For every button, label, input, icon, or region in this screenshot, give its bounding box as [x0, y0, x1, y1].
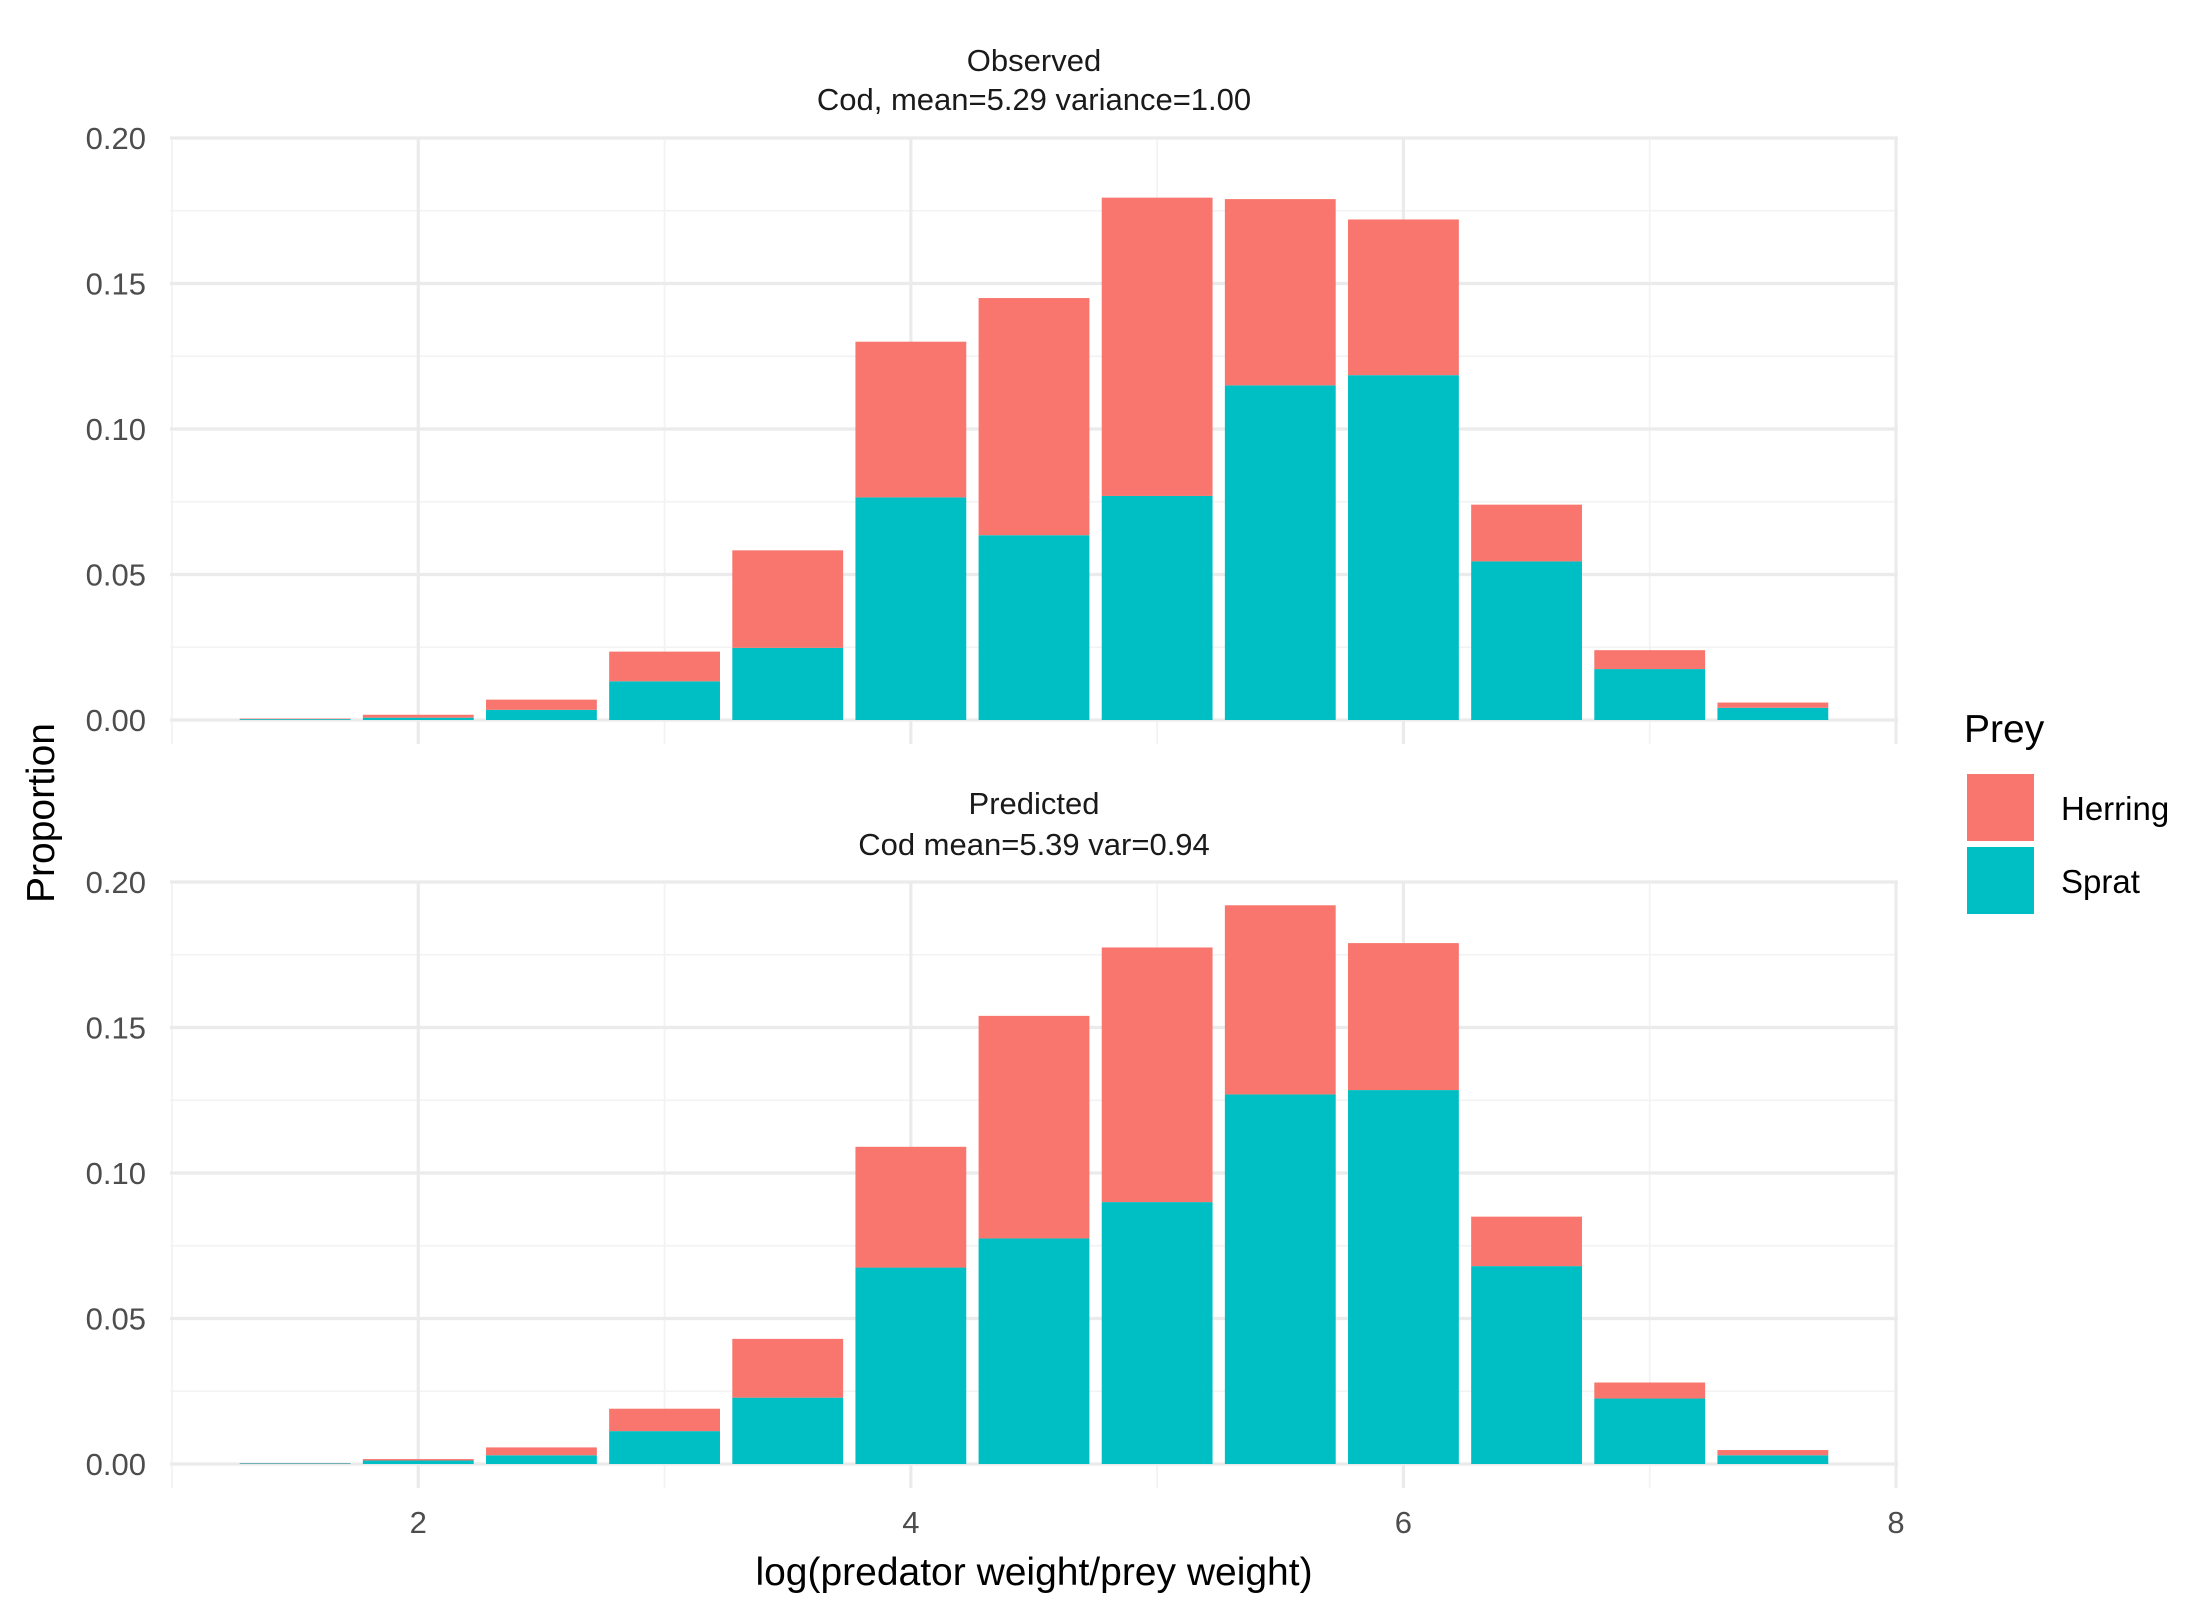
- bar-sprat: [239, 719, 351, 720]
- bar-sprat: [1101, 1202, 1213, 1464]
- bar-sprat: [978, 1238, 1090, 1464]
- panel-title-observed-line2: Cod, mean=5.29 variance=1.00: [817, 82, 1251, 117]
- y-tick-label: 0.20: [86, 121, 146, 156]
- bar-sprat: [855, 497, 967, 720]
- legend-swatch-sprat: [1967, 847, 2034, 914]
- bar-sprat: [978, 535, 1090, 720]
- x-tick-labels: 2 4 6 8: [410, 1505, 1905, 1540]
- bar-sprat: [1471, 561, 1582, 720]
- legend-label-sprat: Sprat: [2061, 863, 2140, 900]
- legend-swatch-herring: [1967, 774, 2034, 841]
- bar-sprat: [1348, 375, 1459, 720]
- bar-herring: [239, 718, 351, 720]
- bar-herring: [1471, 1216, 1582, 1267]
- bar-sprat: [1471, 1266, 1582, 1464]
- y-tick-labels-predicted: 0.00 0.05 0.10 0.15 0.20: [86, 865, 146, 1482]
- bar-herring: [609, 651, 720, 682]
- y-tick-label: 0.00: [86, 703, 146, 738]
- y-tick-labels-observed: 0.00 0.05 0.10 0.15 0.20: [86, 121, 146, 738]
- bar-herring: [609, 1408, 720, 1432]
- y-tick-label: 0.05: [86, 1302, 146, 1337]
- bar-herring: [978, 1015, 1090, 1239]
- panel-title-predicted-line2: Cod mean=5.39 var=0.94: [858, 827, 1210, 862]
- bar-herring: [1594, 650, 1706, 670]
- bar-herring: [978, 298, 1090, 536]
- bar-herring: [1224, 905, 1336, 1095]
- y-tick-label: 0.15: [86, 1011, 146, 1046]
- legend-label-herring: Herring: [2061, 790, 2169, 827]
- y-tick-label: 0.00: [86, 1447, 146, 1482]
- x-tick-label: 2: [410, 1505, 427, 1540]
- bar-herring: [362, 1459, 474, 1461]
- bar-herring: [1348, 943, 1459, 1091]
- y-tick-label: 0.15: [86, 267, 146, 302]
- bar-sprat: [609, 681, 720, 720]
- bar-sprat: [1594, 669, 1706, 720]
- bar-herring: [1348, 219, 1459, 376]
- bar-herring: [486, 1447, 597, 1456]
- bar-herring: [732, 1338, 844, 1398]
- panel-title-predicted-line1: Predicted: [969, 786, 1100, 821]
- bar-sprat: [1348, 1090, 1459, 1464]
- panel-observed: Observed Cod, mean=5.29 variance=1.00 0.…: [86, 43, 1898, 744]
- bar-herring: [855, 341, 967, 498]
- bar-herring: [1101, 197, 1213, 496]
- bar-sprat: [855, 1267, 967, 1464]
- bar-herring: [1594, 1382, 1706, 1399]
- bar-sprat: [1101, 495, 1213, 720]
- x-tick-label: 8: [1887, 1505, 1904, 1540]
- bar-sprat: [732, 647, 844, 720]
- bar-sprat: [1717, 707, 1829, 720]
- x-axis-title: log(predator weight/prey weight): [755, 1551, 1312, 1594]
- x-tick-label: 4: [902, 1505, 919, 1540]
- y-tick-label: 0.20: [86, 865, 146, 900]
- bar-herring: [1224, 199, 1336, 386]
- bar-herring: [486, 699, 597, 710]
- bars-observed: [239, 197, 1829, 720]
- bar-sprat: [1224, 385, 1336, 720]
- bar-sprat: [1594, 1398, 1706, 1464]
- bar-sprat: [1717, 1455, 1829, 1464]
- y-tick-label: 0.05: [86, 558, 146, 593]
- panel-title-observed-line1: Observed: [967, 43, 1101, 78]
- panel-predicted: Predicted Cod mean=5.39 var=0.94 0.000.0…: [86, 786, 1898, 1488]
- bar-herring: [855, 1146, 967, 1268]
- bar-herring: [1471, 504, 1582, 562]
- bar-sprat: [362, 717, 474, 720]
- bar-sprat: [239, 1463, 351, 1464]
- x-tick-label: 6: [1395, 1505, 1412, 1540]
- y-tick-label: 0.10: [86, 1156, 146, 1191]
- bar-herring: [1101, 947, 1213, 1203]
- y-axis-title: Proportion: [20, 723, 63, 903]
- bar-sprat: [609, 1431, 720, 1464]
- bar-sprat: [486, 1455, 597, 1464]
- bar-sprat: [732, 1397, 844, 1464]
- bar-sprat: [362, 1460, 474, 1464]
- bar-herring: [732, 550, 844, 648]
- y-tick-label: 0.10: [86, 412, 146, 447]
- bar-herring: [1717, 1450, 1829, 1456]
- bar-herring: [1717, 702, 1829, 708]
- bar-herring: [362, 714, 474, 718]
- legend: Prey Herring Sprat: [1964, 708, 2169, 914]
- bar-sprat: [486, 709, 597, 720]
- legend-title: Prey: [1964, 708, 2045, 751]
- bars-predicted: [239, 905, 1829, 1464]
- bar-sprat: [1224, 1094, 1336, 1464]
